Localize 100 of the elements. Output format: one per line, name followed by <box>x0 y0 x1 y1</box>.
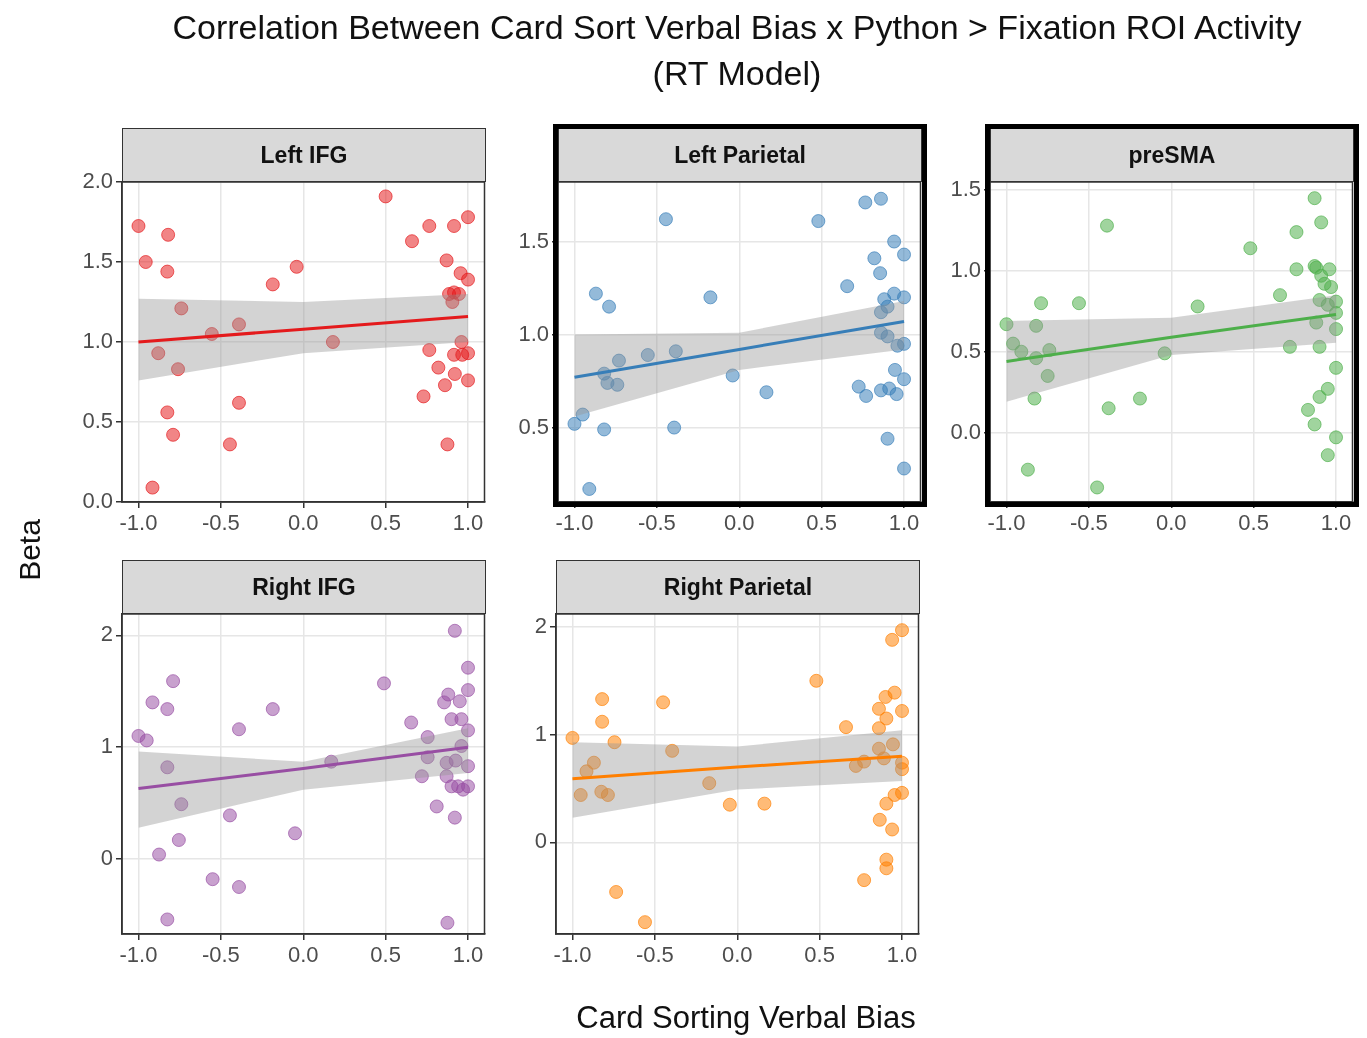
point <box>839 720 853 735</box>
point <box>1312 389 1327 404</box>
x-tick-label: -1.0 <box>119 942 158 968</box>
x-tick-label: -0.5 <box>637 510 676 536</box>
point <box>759 385 774 400</box>
point <box>1289 262 1304 277</box>
point <box>895 785 910 800</box>
point <box>658 212 673 227</box>
point <box>131 219 146 233</box>
y-axis-title: Beta <box>13 519 47 581</box>
point <box>431 360 446 375</box>
point <box>145 480 160 495</box>
y-tick-label: 1.0 <box>518 320 549 346</box>
point <box>1099 218 1114 233</box>
point <box>222 437 237 452</box>
point <box>171 833 186 848</box>
x-tick-label: 0.5 <box>370 942 401 968</box>
y-tick-label: 0.5 <box>82 408 113 434</box>
point <box>429 799 444 814</box>
point <box>1307 191 1322 206</box>
y-tick-label: 0.0 <box>950 418 981 444</box>
point <box>859 388 874 403</box>
point <box>595 714 610 729</box>
point <box>166 674 181 689</box>
text: Correlation Between Card Sort Verbal Bias x Python > Fixation ROI Activity (RT Model) <box>171 7 1303 94</box>
point <box>1034 296 1049 311</box>
point <box>879 711 894 726</box>
point <box>1273 288 1287 303</box>
point <box>897 247 912 262</box>
x-tick-label: 1.0 <box>452 942 484 968</box>
point <box>461 272 476 287</box>
point <box>889 387 904 402</box>
point <box>857 873 872 888</box>
y-tick-label: 1 <box>534 720 547 746</box>
point <box>1329 360 1344 375</box>
x-tick-label: 1.0 <box>886 942 918 968</box>
point <box>1324 280 1339 295</box>
point <box>376 676 391 691</box>
point <box>447 219 462 233</box>
point <box>885 822 900 837</box>
point <box>897 461 912 476</box>
point <box>265 277 280 292</box>
point <box>422 219 437 233</box>
y-tick-label: 1.0 <box>82 328 113 354</box>
y-tick-label: 1.5 <box>82 248 113 274</box>
point <box>405 234 419 249</box>
point <box>597 422 612 437</box>
x-tick-label: 0.0 <box>287 942 319 968</box>
x-tick-label: -0.5 <box>201 942 240 968</box>
chart-title: Left IFG <box>122 128 486 182</box>
point <box>461 346 476 361</box>
point <box>447 623 462 638</box>
y-tick-label: 1 <box>100 733 113 759</box>
point <box>422 343 437 357</box>
y-tick-label: 1.5 <box>518 227 549 253</box>
point <box>265 702 280 717</box>
point <box>602 299 617 314</box>
point <box>461 660 476 675</box>
point <box>1320 381 1335 396</box>
point <box>461 210 476 225</box>
chart-title: preSMA <box>990 128 1354 182</box>
point <box>139 733 154 748</box>
point <box>1301 402 1316 417</box>
point <box>461 779 476 794</box>
point <box>231 395 246 410</box>
y-tick-label: 1.0 <box>950 256 981 282</box>
point <box>1101 401 1116 416</box>
point <box>880 431 895 446</box>
point <box>447 810 462 825</box>
point <box>440 437 455 452</box>
x-tick-label: -0.5 <box>635 942 674 968</box>
x-tick-label: 0.5 <box>806 510 837 536</box>
point <box>582 481 597 496</box>
point <box>1020 462 1035 477</box>
point <box>437 378 452 393</box>
x-tick-label: -0.5 <box>1069 510 1108 536</box>
point <box>1314 215 1329 230</box>
point <box>205 872 220 887</box>
y-tick-label: 0.5 <box>950 337 981 363</box>
point <box>166 427 181 442</box>
point <box>152 847 167 862</box>
point <box>439 253 454 268</box>
chart-title: Right IFG <box>122 560 486 614</box>
point <box>867 251 882 266</box>
point <box>454 712 469 727</box>
x-tick-label: 0.5 <box>804 942 835 968</box>
point <box>138 255 153 269</box>
point <box>452 694 467 709</box>
point <box>565 730 580 745</box>
point <box>461 683 476 698</box>
point <box>873 191 888 206</box>
point <box>595 692 610 707</box>
point <box>811 214 826 229</box>
x-tick-label: 0.0 <box>1155 510 1187 536</box>
point <box>231 880 246 895</box>
x-tick-label: 1.0 <box>452 510 484 536</box>
point <box>656 695 671 710</box>
x-tick-label: 0.0 <box>721 942 753 968</box>
point <box>637 915 652 930</box>
point <box>872 812 887 827</box>
